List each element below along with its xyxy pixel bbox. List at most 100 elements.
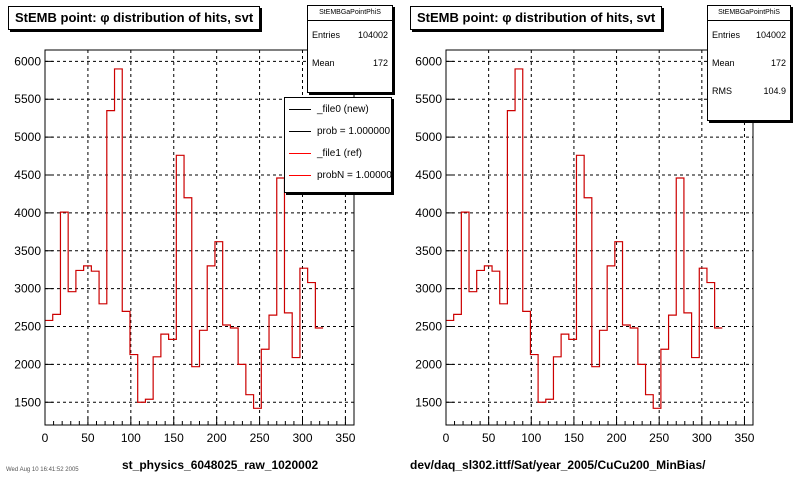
right-x-tick-label: 0 bbox=[443, 431, 450, 445]
left-histogram-bin bbox=[284, 313, 292, 425]
right-histogram-bin bbox=[607, 266, 615, 425]
left-histogram-bin bbox=[115, 69, 123, 425]
left-histogram-bin bbox=[130, 355, 138, 425]
left-histogram-bin bbox=[184, 198, 192, 425]
right-stats-row: RMS 104.9 bbox=[708, 77, 790, 105]
left-histogram-bin bbox=[169, 339, 177, 425]
right-histogram-bin bbox=[676, 178, 684, 425]
right-histogram-bin bbox=[492, 271, 500, 425]
left-stat-value: 172 bbox=[372, 58, 388, 68]
right-stat-label: Mean bbox=[712, 58, 735, 68]
right-stats-row: Entries 104002 bbox=[708, 21, 790, 49]
left-stats-row: Entries 104002 bbox=[308, 21, 392, 49]
right-histogram-bin bbox=[692, 358, 700, 425]
right-histogram-bin bbox=[484, 266, 492, 425]
legend-item: probN = 1.000000 bbox=[285, 164, 391, 186]
right-y-tick-label: 5500 bbox=[415, 92, 442, 106]
right-stats-box: StEMBGaPointPhiS Entries 104002 Mean 172… bbox=[707, 5, 791, 121]
left-y-tick-label: 5000 bbox=[14, 130, 41, 144]
right-x-tick-label: 50 bbox=[482, 431, 496, 445]
left-histogram-bin bbox=[122, 311, 130, 425]
left-y-tick-label: 2000 bbox=[14, 357, 41, 371]
left-stat-label: Mean bbox=[312, 58, 335, 68]
left-histogram-bin bbox=[84, 266, 92, 425]
left-stats-name: StEMBGaPointPhiS bbox=[308, 6, 392, 21]
legend-swatch bbox=[289, 108, 311, 110]
right-histogram-bin bbox=[592, 367, 600, 425]
left-title-text: StEMB point: φ distribution of hits, svt bbox=[15, 10, 254, 25]
right-histogram-bin bbox=[515, 69, 523, 425]
right-histogram-bin bbox=[477, 270, 485, 425]
legend-item: _file0 (new) bbox=[285, 98, 391, 120]
legend-label: _file1 (ref) bbox=[317, 147, 363, 159]
left-stat-value: 104002 bbox=[357, 30, 388, 40]
right-histogram-bin bbox=[446, 320, 454, 425]
left-title: StEMB point: φ distribution of hits, svt bbox=[8, 6, 261, 30]
left-histogram-bin bbox=[207, 266, 215, 425]
left-histogram-bin bbox=[192, 367, 200, 425]
right-stat-value: 104.9 bbox=[763, 86, 786, 96]
right-title: StEMB point: φ distribution of hits, svt bbox=[410, 6, 663, 30]
left-histogram-bin bbox=[153, 357, 161, 425]
right-title-text: StEMB point: φ distribution of hits, svt bbox=[417, 10, 656, 25]
right-histogram-bin bbox=[615, 242, 623, 425]
right-stats-row: Mean 172 bbox=[708, 49, 790, 77]
left-x-tick-label: 200 bbox=[207, 431, 227, 445]
right-histogram-bin bbox=[638, 364, 646, 425]
left-x-tick-label: 250 bbox=[250, 431, 270, 445]
left-x-tick-label: 100 bbox=[121, 431, 141, 445]
right-y-tick-label: 4000 bbox=[415, 206, 442, 220]
right-stat-value: 172 bbox=[770, 58, 786, 68]
right-x-tick-label: 350 bbox=[734, 431, 754, 445]
right-x-tick-label: 100 bbox=[521, 431, 541, 445]
left-histogram-bin bbox=[215, 242, 223, 425]
left-histogram-bin bbox=[138, 402, 146, 425]
left-y-tick-label: 3000 bbox=[14, 282, 41, 296]
right-stat-label: Entries bbox=[712, 30, 741, 40]
right-stat-value: 104002 bbox=[755, 30, 786, 40]
right-histogram-bin bbox=[469, 292, 477, 425]
left-x-tick-label: 0 bbox=[42, 431, 49, 445]
left-x-tick-label: 350 bbox=[335, 431, 355, 445]
left-histogram-bin bbox=[91, 271, 99, 425]
left-histogram-bin bbox=[308, 283, 316, 425]
right-histogram-bin bbox=[707, 283, 715, 425]
right-x-tick-label: 150 bbox=[564, 431, 584, 445]
right-y-tick-label: 5000 bbox=[415, 130, 442, 144]
left-histogram-bin bbox=[230, 328, 238, 425]
right-y-tick-label: 3000 bbox=[415, 282, 442, 296]
left-footer: st_physics_6048025_raw_1020002 bbox=[122, 458, 319, 472]
right-histogram-bin bbox=[553, 357, 561, 425]
right-histogram-bin bbox=[684, 313, 692, 425]
left-y-tick-label: 4500 bbox=[14, 168, 41, 182]
right-histogram-bin bbox=[523, 311, 531, 425]
right-histogram-bin bbox=[630, 328, 638, 425]
right-x-tick-label: 300 bbox=[692, 431, 712, 445]
left-histogram-bin bbox=[269, 315, 277, 425]
left-histogram-bin bbox=[246, 395, 254, 425]
left-histogram-bin bbox=[107, 111, 115, 425]
right-histogram-bin bbox=[454, 314, 462, 425]
right-y-tick-label: 2000 bbox=[415, 357, 442, 371]
right-y-tick-label: 1500 bbox=[415, 395, 442, 409]
left-y-tick-label: 2500 bbox=[14, 320, 41, 334]
legend-swatch bbox=[289, 152, 311, 154]
right-footer: dev/daq_sl302.ittf/Sat/year_2005/CuCu200… bbox=[410, 458, 706, 472]
legend-item: _file1 (ref) bbox=[285, 142, 391, 164]
right-histogram-bin bbox=[561, 334, 569, 425]
left-histogram-bin bbox=[300, 268, 308, 425]
left-histogram-bin bbox=[200, 330, 208, 425]
left-histogram-series bbox=[45, 68, 324, 409]
legend-label: prob = 1.000000 bbox=[317, 125, 391, 137]
right-y-tick-label: 6000 bbox=[415, 54, 442, 68]
left-stats-box: StEMBGaPointPhiS Entries 104002 Mean 172 bbox=[307, 5, 393, 93]
legend-swatch bbox=[289, 130, 311, 132]
right-x-tick-label: 200 bbox=[607, 431, 627, 445]
legend-swatch bbox=[289, 174, 311, 176]
left-histogram-bin bbox=[60, 212, 68, 425]
left-histogram-bin bbox=[68, 292, 76, 425]
left-y-tick-label: 6000 bbox=[14, 54, 41, 68]
right-histogram-bin bbox=[646, 395, 654, 425]
left-histogram-bin bbox=[76, 270, 84, 425]
right-histogram-bin bbox=[500, 304, 508, 425]
